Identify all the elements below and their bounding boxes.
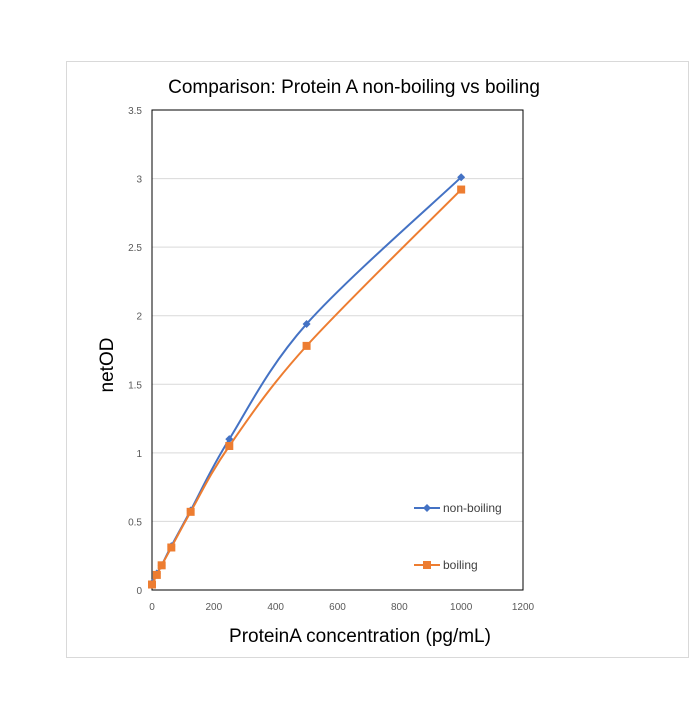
plot-border bbox=[151, 109, 524, 591]
chart-title: Comparison: Protein A non-boiling vs boi… bbox=[168, 77, 540, 98]
data-point-non-boiling bbox=[457, 173, 466, 182]
y-tick-label: 2 bbox=[136, 312, 142, 323]
y-tick-label: 3 bbox=[136, 175, 142, 186]
data-point-boiling bbox=[302, 341, 311, 350]
x-tick-label: 0 bbox=[149, 602, 155, 613]
y-tick-label: 0.5 bbox=[128, 517, 142, 528]
series-line-boiling bbox=[151, 188, 462, 585]
data-point-boiling bbox=[148, 580, 156, 589]
data-point-boiling bbox=[167, 543, 176, 552]
legend-label: non-boiling bbox=[443, 501, 502, 515]
data-point-boiling bbox=[186, 507, 195, 516]
x-tick-label: 200 bbox=[205, 602, 222, 613]
x-tick-label: 400 bbox=[267, 602, 284, 613]
data-point-non-boiling bbox=[302, 319, 311, 328]
data-point-boiling bbox=[157, 561, 166, 570]
y-tick-label: 3.5 bbox=[128, 106, 142, 117]
legend-label: boiling bbox=[443, 558, 478, 572]
data-point-boiling bbox=[152, 570, 161, 579]
y-axis-label: netOD bbox=[97, 338, 118, 393]
x-tick-label: 800 bbox=[391, 602, 408, 613]
x-tick-label: 1200 bbox=[512, 602, 535, 613]
y-tick-label: 2.5 bbox=[128, 243, 142, 254]
y-tick-label: 0 bbox=[136, 586, 142, 597]
legend-marker-icon bbox=[423, 504, 431, 512]
x-tick-label: 1000 bbox=[450, 602, 473, 613]
x-axis-label: ProteinA concentration (pg/mL) bbox=[229, 626, 491, 647]
data-point-non-boiling bbox=[225, 435, 234, 444]
chart-frame bbox=[66, 61, 689, 658]
legend-marker-icon bbox=[423, 561, 431, 569]
y-tick-label: 1.5 bbox=[128, 380, 142, 391]
series-line-non-boiling bbox=[151, 176, 462, 584]
data-point-boiling bbox=[457, 185, 466, 194]
data-point-boiling bbox=[225, 442, 234, 450]
x-tick-label: 600 bbox=[329, 602, 346, 613]
y-tick-label: 1 bbox=[136, 449, 142, 460]
